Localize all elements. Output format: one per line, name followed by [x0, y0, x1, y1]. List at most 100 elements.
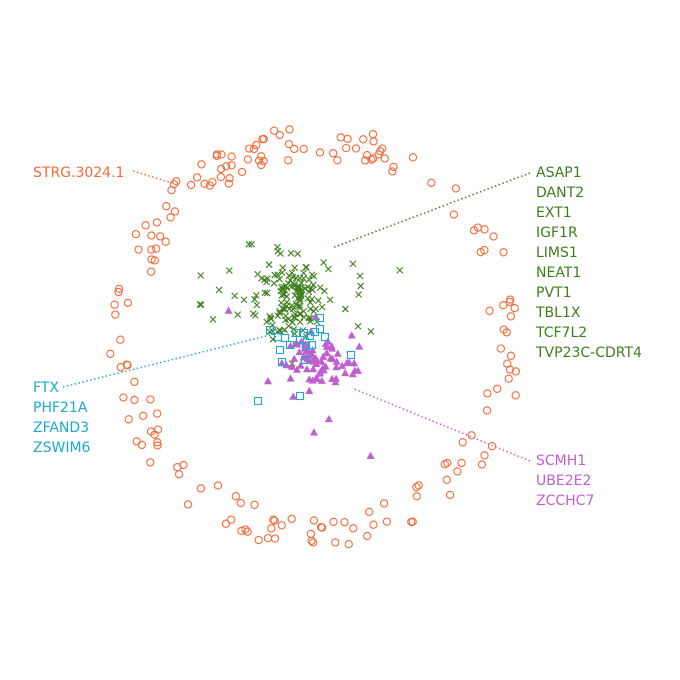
ring-point	[123, 298, 133, 308]
square-point	[265, 325, 275, 335]
ring-point	[382, 517, 392, 526]
triangle-point	[350, 359, 359, 367]
cross-point	[296, 318, 304, 326]
ring-point	[116, 363, 125, 372]
cross-point	[231, 292, 239, 300]
triangle-point	[316, 368, 325, 376]
cross-point	[291, 291, 299, 299]
cross-point	[266, 312, 274, 320]
cross-point	[209, 315, 217, 323]
cross-point	[280, 283, 287, 291]
ring-point	[284, 156, 293, 165]
ring-point	[179, 460, 188, 470]
ring-point	[124, 415, 133, 424]
leader-line	[62, 330, 287, 388]
leader-line	[331, 172, 531, 249]
cross-point	[288, 283, 295, 291]
cross-point	[324, 265, 332, 273]
cross-point	[285, 322, 293, 330]
triangle-point	[224, 306, 233, 314]
ring-point	[153, 441, 162, 450]
ring-point	[505, 365, 515, 374]
ring-point	[485, 306, 494, 315]
triangle-point	[286, 374, 295, 382]
ring-point	[217, 150, 226, 159]
cross-point	[304, 295, 312, 302]
ring-point	[197, 160, 206, 169]
cross-point	[291, 314, 299, 322]
ring-point	[511, 367, 521, 376]
label-phf21a: PHF21A	[33, 400, 88, 416]
triangle-point	[309, 364, 318, 373]
ring-point	[200, 179, 209, 188]
ring-point	[349, 524, 358, 533]
cross-point	[296, 310, 303, 318]
cross-point	[265, 261, 273, 269]
triangle-point	[263, 377, 272, 385]
ring-point	[367, 155, 376, 164]
ring-point	[236, 498, 245, 508]
cross-point	[292, 274, 300, 282]
ring-point	[506, 312, 516, 321]
cross-point	[278, 292, 286, 299]
outer-ring-points	[106, 125, 521, 549]
ring-point	[152, 244, 161, 253]
triangle-point	[322, 348, 331, 357]
cross-point	[276, 275, 284, 283]
ring-point	[269, 126, 279, 135]
leader-line	[132, 170, 173, 184]
triangle-point	[332, 363, 341, 371]
ring-point	[147, 231, 156, 240]
ring-point	[487, 442, 497, 451]
ring-point	[277, 521, 286, 530]
triangle-point	[321, 362, 330, 370]
label-strg-3024-1: STRG.3024.1	[33, 165, 124, 181]
label-lims1: LIMS1	[536, 245, 578, 261]
cross-point	[277, 299, 285, 307]
ring-point	[427, 178, 436, 187]
ring-point	[225, 174, 234, 183]
ring-point	[510, 304, 519, 313]
cross-point	[301, 285, 309, 292]
ring-point	[408, 153, 418, 162]
ring-point	[216, 164, 226, 174]
ring-point	[183, 500, 193, 509]
cross-point	[281, 306, 289, 313]
ring-point	[477, 460, 487, 469]
triangle-point	[293, 365, 302, 373]
cross-point	[314, 297, 322, 304]
cross-point	[308, 271, 316, 279]
square-point	[301, 341, 311, 351]
triangle-point	[324, 414, 333, 423]
cross-point	[271, 271, 279, 279]
ring-point	[363, 531, 372, 541]
ring-point	[511, 391, 520, 400]
label-tcf7l2: TCF7L2	[535, 325, 587, 341]
triangle-point	[311, 312, 320, 320]
triangle-point	[332, 374, 341, 382]
cross-point	[248, 240, 256, 248]
cross-point	[291, 264, 299, 272]
annotation-leader-lines	[62, 170, 531, 462]
square-point	[310, 327, 320, 337]
ring-point	[152, 218, 162, 227]
ring-point	[170, 207, 180, 216]
cross-point	[274, 271, 281, 279]
ring-point	[116, 335, 125, 344]
ring-point	[442, 475, 452, 484]
ring-point	[499, 325, 508, 334]
cross-point	[357, 282, 365, 290]
triangle-point	[302, 365, 311, 373]
square-point	[320, 332, 330, 342]
cross-point	[320, 259, 327, 266]
square-point	[295, 391, 305, 401]
ring-point	[119, 393, 128, 402]
cross-point	[341, 305, 349, 313]
ring-point	[110, 300, 119, 309]
ring-point	[267, 524, 276, 533]
cross-point	[251, 295, 258, 303]
ring-point	[137, 440, 147, 450]
cross-point	[349, 260, 357, 268]
ring-point	[469, 226, 479, 235]
ring-point	[336, 133, 345, 142]
